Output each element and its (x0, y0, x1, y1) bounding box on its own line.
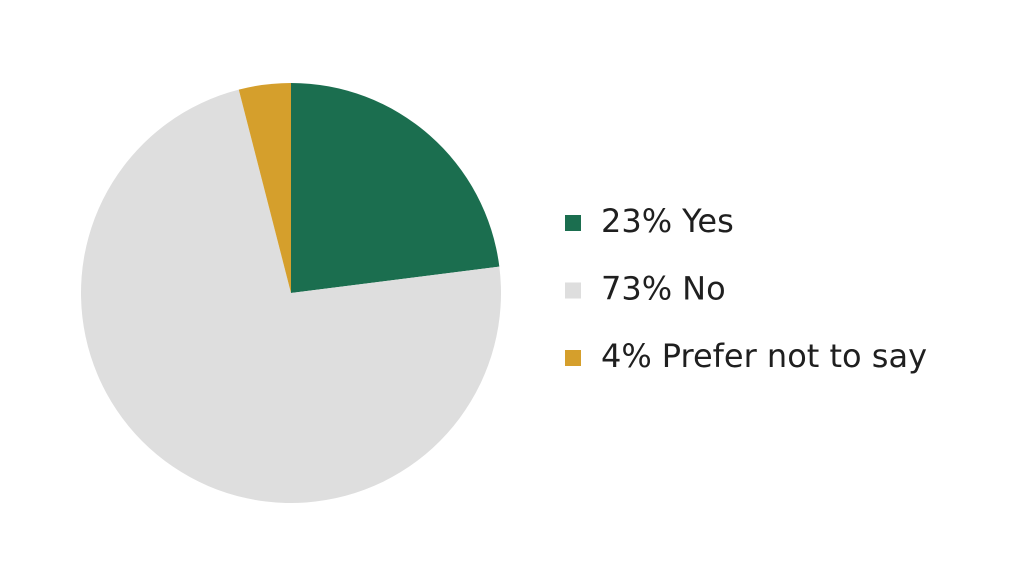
legend-name: Prefer not to say (662, 337, 927, 375)
legend-swatch (565, 350, 581, 366)
pie-slice (81, 89, 501, 503)
legend-value: 23% (601, 202, 672, 240)
legend-label: 4% Prefer not to say (601, 337, 927, 375)
legend-label: 73% No (601, 270, 726, 308)
legend-swatch (565, 282, 581, 299)
pie-slice (291, 83, 500, 293)
legend-value: 73% (601, 270, 672, 308)
legend-swatch (565, 215, 581, 231)
legend-label: 23% Yes (601, 202, 734, 240)
pie-slice (238, 83, 291, 293)
legend-value: 4% (601, 337, 652, 375)
legend-name: No (682, 270, 726, 308)
legend-name: Yes (681, 202, 734, 240)
